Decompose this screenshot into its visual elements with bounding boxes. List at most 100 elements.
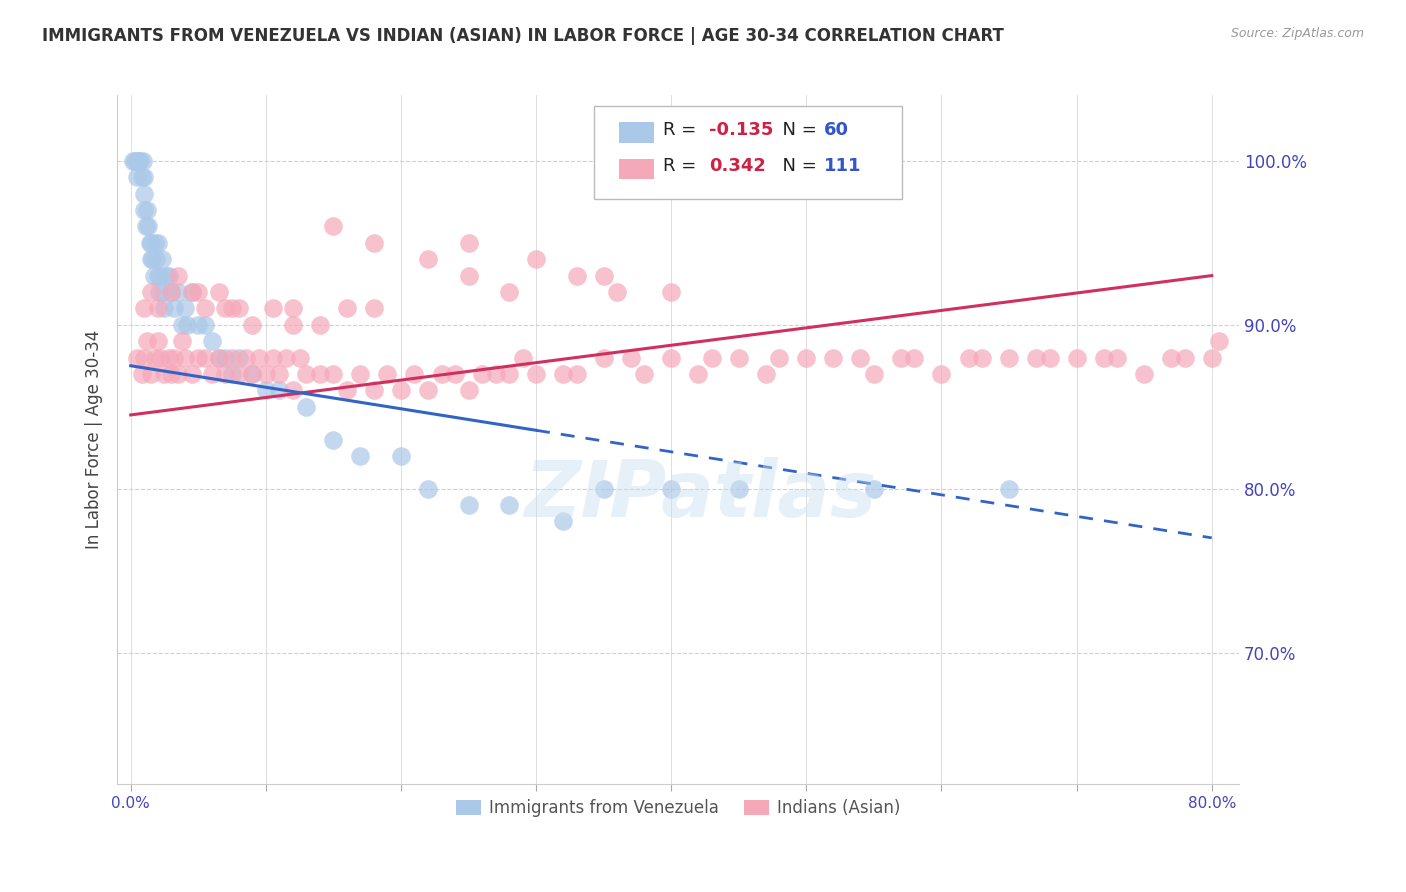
Point: [146, 334, 169, 348]
Point: [135, 334, 157, 348]
Point: [592, 482, 614, 496]
Point: [201, 367, 224, 381]
Point: [565, 268, 588, 283]
Point: [823, 351, 845, 365]
Point: [134, 301, 156, 316]
Point: [142, 268, 165, 283]
Point: [727, 482, 749, 496]
Bar: [619, 122, 654, 143]
Point: [187, 285, 209, 299]
Point: [173, 301, 195, 316]
Point: [128, 153, 150, 168]
Point: [274, 351, 297, 365]
Point: [349, 449, 371, 463]
Point: [214, 301, 236, 316]
Point: [281, 384, 304, 398]
Point: [160, 285, 183, 299]
Point: [281, 318, 304, 332]
Point: [146, 268, 169, 283]
Point: [553, 367, 575, 381]
Point: [363, 235, 385, 250]
Point: [141, 252, 163, 267]
Point: [416, 252, 439, 267]
Point: [1025, 351, 1047, 365]
Point: [512, 351, 534, 365]
Point: [149, 268, 172, 283]
Point: [167, 367, 190, 381]
Point: [524, 367, 547, 381]
Point: [152, 285, 174, 299]
Point: [180, 285, 202, 299]
Point: [129, 153, 152, 168]
Point: [363, 301, 385, 316]
Point: [863, 367, 886, 381]
Point: [139, 252, 162, 267]
Point: [295, 367, 318, 381]
Point: [404, 367, 426, 381]
Text: 60: 60: [824, 120, 849, 139]
Point: [269, 384, 291, 398]
Point: [160, 285, 183, 299]
Point: [471, 367, 494, 381]
Point: [768, 351, 790, 365]
Text: N =: N =: [770, 157, 823, 175]
Point: [659, 285, 682, 299]
Point: [336, 384, 359, 398]
Point: [363, 384, 385, 398]
Point: [135, 219, 157, 234]
Point: [207, 351, 229, 365]
Point: [214, 367, 236, 381]
Point: [349, 367, 371, 381]
Point: [498, 285, 520, 299]
Point: [849, 351, 872, 365]
Point: [167, 285, 190, 299]
Text: ZIPatlas: ZIPatlas: [524, 457, 876, 533]
Point: [221, 301, 243, 316]
Point: [153, 367, 176, 381]
Point: [170, 334, 193, 348]
Point: [160, 367, 183, 381]
Point: [659, 482, 682, 496]
Point: [155, 268, 177, 283]
Point: [139, 367, 162, 381]
Point: [194, 301, 217, 316]
Point: [235, 351, 257, 365]
Point: [659, 351, 682, 365]
Point: [157, 268, 180, 283]
Point: [457, 268, 479, 283]
Point: [167, 268, 190, 283]
Point: [240, 318, 263, 332]
Point: [416, 384, 439, 398]
Point: [931, 367, 953, 381]
Point: [207, 285, 229, 299]
Point: [389, 449, 412, 463]
Point: [957, 351, 980, 365]
Text: 0.342: 0.342: [710, 157, 766, 175]
Point: [322, 219, 344, 234]
Text: Source: ZipAtlas.com: Source: ZipAtlas.com: [1230, 27, 1364, 40]
Point: [1174, 351, 1197, 365]
Point: [228, 367, 250, 381]
Point: [262, 301, 284, 316]
Point: [309, 367, 332, 381]
Point: [153, 301, 176, 316]
Point: [146, 301, 169, 316]
Point: [148, 285, 170, 299]
Point: [1107, 351, 1129, 365]
Point: [134, 351, 156, 365]
Point: [890, 351, 912, 365]
Point: [633, 367, 655, 381]
Point: [143, 351, 166, 365]
Point: [180, 367, 202, 381]
Point: [150, 252, 173, 267]
Point: [149, 351, 172, 365]
Point: [457, 498, 479, 512]
Point: [755, 367, 778, 381]
Legend: Immigrants from Venezuela, Indians (Asian): Immigrants from Venezuela, Indians (Asia…: [449, 792, 907, 823]
Point: [498, 498, 520, 512]
Point: [240, 367, 263, 381]
Point: [122, 153, 145, 168]
Point: [309, 318, 332, 332]
Point: [176, 318, 198, 332]
Point: [170, 318, 193, 332]
